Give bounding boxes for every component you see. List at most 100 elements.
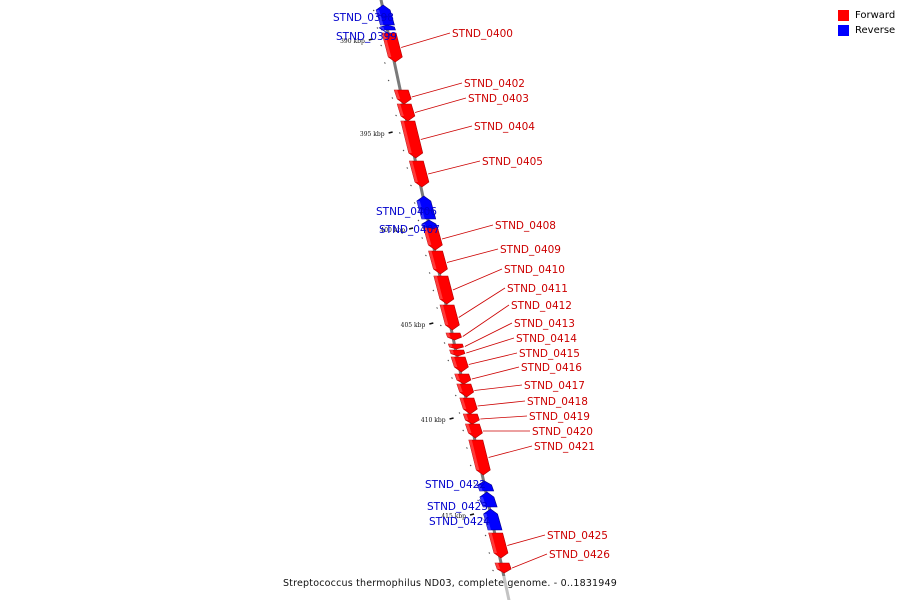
leader-line (378, 27, 393, 37)
gene-label: STND_0417 (524, 380, 585, 392)
leader-line (479, 499, 484, 507)
gene-label: STND_0407 (379, 224, 440, 236)
leader-line (411, 82, 463, 98)
leader-line (420, 125, 473, 140)
gene-stnd-0414[interactable] (449, 349, 466, 357)
gene-shade (400, 121, 412, 153)
gene-label: STND_0418 (527, 396, 588, 408)
gene-label: STND_0414 (516, 333, 577, 345)
minor-tick (492, 569, 494, 572)
gene-stnd-0404[interactable] (400, 120, 424, 159)
leader-line (476, 483, 482, 487)
map-caption: Streptococcus thermophilus ND03, complet… (282, 578, 618, 589)
leader-line (483, 519, 486, 522)
gene-shade (376, 10, 384, 25)
gene-stnd-0403[interactable] (396, 103, 416, 122)
minor-tick (376, 27, 379, 29)
minor-tick (469, 464, 472, 467)
gene-shade (433, 276, 443, 299)
gene-shade (465, 424, 472, 433)
gene-shade (416, 201, 425, 219)
gene-label: STND_0422 (425, 479, 486, 491)
tick-label: 400 kbp (380, 227, 405, 234)
leader-line (441, 224, 494, 240)
gene-label: STND_0404 (474, 121, 535, 133)
forward-swatch (838, 10, 849, 21)
gene-shade (409, 161, 418, 182)
gene-label: STND_0410 (504, 264, 565, 276)
leader-line (507, 534, 546, 546)
legend: Forward Reverse (838, 8, 895, 38)
leader-line (458, 287, 506, 318)
tick-label: 415 kbp (441, 513, 466, 520)
gene-shade (428, 251, 437, 269)
minor-tick (417, 219, 420, 222)
gene-shade (454, 374, 460, 380)
reverse-swatch (838, 25, 849, 36)
minor-tick (488, 552, 491, 554)
leader-line (488, 445, 533, 458)
minor-tick (398, 132, 401, 134)
gene-label: STND_0424 (429, 516, 490, 528)
gene-label: STND_0411 (507, 283, 568, 295)
gene-shade (456, 384, 463, 392)
minor-tick (410, 184, 412, 187)
minor-tick (458, 412, 461, 414)
minor-tick (402, 149, 405, 152)
gene-shade (448, 344, 453, 347)
gene-label: STND_0409 (500, 244, 561, 256)
leader-line (420, 224, 436, 230)
gene-label: STND_0416 (521, 362, 582, 374)
gene-shade (459, 398, 467, 409)
minor-tick (395, 114, 397, 117)
major-tick (469, 513, 475, 516)
leader-line (401, 32, 451, 48)
minor-tick (477, 499, 479, 502)
minor-tick (439, 324, 442, 327)
gene-shade (468, 440, 480, 470)
gene-shade (382, 33, 392, 57)
gene-shade (449, 350, 454, 354)
minor-tick (432, 289, 435, 292)
leader-line (462, 304, 510, 337)
gene-shade (446, 333, 451, 338)
minor-tick (425, 254, 427, 257)
gene-shade (394, 90, 401, 99)
gene-shade (451, 357, 458, 367)
minor-tick (372, 9, 375, 12)
gene-stnd-0417[interactable] (456, 383, 475, 398)
gene-label: STND_0419 (529, 411, 590, 423)
minor-tick (473, 482, 476, 484)
leader-line (452, 268, 503, 291)
leader-line (477, 400, 526, 407)
leader-line (466, 337, 515, 354)
major-tick (368, 38, 373, 41)
minor-tick (436, 307, 438, 309)
minor-tick (466, 447, 468, 449)
minor-tick (406, 167, 409, 169)
gene-stnd-0399[interactable] (380, 24, 396, 31)
gene-label: STND_0408 (495, 220, 556, 232)
minor-tick (480, 517, 483, 519)
gene-label: STND_0405 (482, 156, 543, 168)
tick-label: 410 kbp (421, 417, 446, 424)
leader-line (480, 415, 528, 420)
leader-line (428, 160, 481, 175)
gene-shade (483, 514, 492, 530)
minor-tick (413, 202, 416, 204)
gene-shade (488, 533, 497, 553)
gene-stnd-0412[interactable] (445, 332, 462, 341)
leader-line (468, 352, 518, 365)
minor-tick (443, 342, 446, 344)
gene-stnd-0410[interactable] (433, 275, 455, 305)
gene-label: STND_0400 (452, 28, 513, 40)
gene-shade (479, 497, 487, 507)
minor-tick (421, 237, 424, 239)
gene-label: STND_0420 (532, 426, 593, 438)
gene-label: STND_0402 (464, 78, 525, 90)
minor-tick (391, 97, 394, 99)
minor-tick (447, 359, 450, 362)
gene-shade (495, 563, 501, 569)
gene-label: STND_0413 (514, 318, 575, 330)
